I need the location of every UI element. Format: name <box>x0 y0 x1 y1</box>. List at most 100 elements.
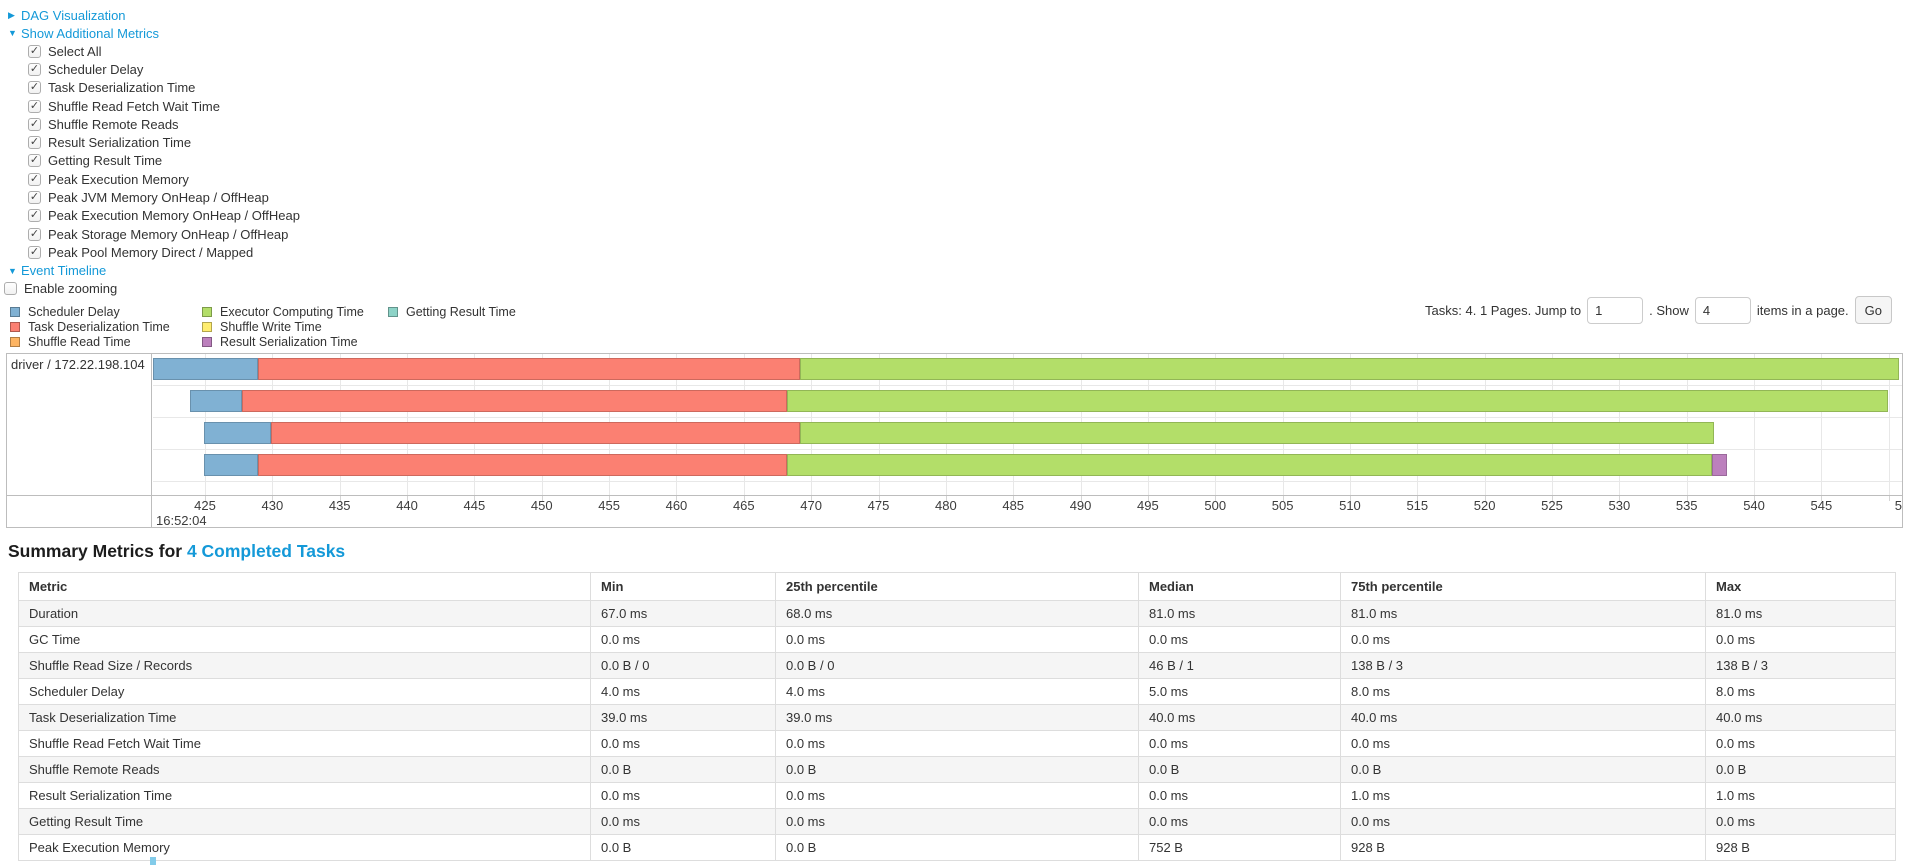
additional-metrics-checkbox-list: ✓ Select All ✓ Scheduler Delay ✓ Task Deseria… <box>4 42 300 262</box>
timeline-bar-segment-executor_computing[interactable] <box>800 358 1899 380</box>
checkbox-label: Peak Execution Memory <box>48 171 189 187</box>
items-per-page-text: items in a page. <box>1756 302 1849 318</box>
axis-tick-label: 505 <box>1271 498 1294 513</box>
metric-value-cell: 4.0 ms <box>590 678 776 705</box>
checkbox-icon[interactable]: ✓ <box>28 136 41 150</box>
metric-checkbox-row: ✓ Shuffle Read Fetch Wait Time <box>28 97 300 115</box>
metric-value-cell: 0.0 ms <box>1138 626 1341 653</box>
metric-value-cell: 40.0 ms <box>1340 704 1706 731</box>
tick-mark <box>1147 496 1149 501</box>
column-header: Metric <box>18 572 591 601</box>
metric-value-cell: 0.0 B <box>775 834 1139 861</box>
metric-value-cell: 81.0 ms <box>1705 600 1896 627</box>
completed-tasks-link[interactable]: 4 Completed Tasks <box>186 541 346 561</box>
gridline <box>1821 354 1823 495</box>
checkbox-icon[interactable]: ✓ <box>28 154 41 168</box>
metric-value-cell: 8.0 ms <box>1340 678 1706 705</box>
column-header: 75th percentile <box>1340 572 1706 601</box>
timeline-bar-segment-result_serialization[interactable] <box>1712 454 1727 476</box>
enable-zooming-checkbox[interactable] <box>4 282 17 296</box>
row-separator <box>153 449 1902 450</box>
event-timeline-link[interactable]: Event Timeline <box>21 263 107 279</box>
timeline-bar-segment-scheduler_delay[interactable] <box>204 454 258 476</box>
axis-tick-label: 480 <box>934 498 957 513</box>
timeline-bar-segment-task_deserialization[interactable] <box>242 390 787 412</box>
metric-value-cell: 0.0 ms <box>1340 730 1706 757</box>
tick-mark <box>1484 496 1486 501</box>
axis-tick-label: 460 <box>665 498 688 513</box>
timeline-bar-segment-executor_computing[interactable] <box>787 390 1888 412</box>
metric-checkbox-row: ✓ Select All <box>28 42 300 60</box>
axis-tick-label: 485 <box>1002 498 1025 513</box>
event-timeline-toggle[interactable]: ▼ Event Timeline <box>8 262 300 280</box>
metric-value-cell: 8.0 ms <box>1705 678 1896 705</box>
metric-value-cell: 0.0 B <box>1138 756 1341 783</box>
metric-value-cell: 0.0 ms <box>775 808 1139 835</box>
timeline-bar-segment-task_deserialization[interactable] <box>258 358 800 380</box>
metric-value-cell: 0.0 ms <box>1340 808 1706 835</box>
checkbox-label: Scheduler Delay <box>48 61 144 77</box>
column-header: 25th percentile <box>775 572 1139 601</box>
checkbox-icon[interactable]: ✓ <box>28 172 41 186</box>
axis-tick-label: 520 <box>1473 498 1496 513</box>
jump-to-page-input[interactable] <box>1587 296 1644 324</box>
checkbox-label: Shuffle Read Fetch Wait Time <box>48 98 220 114</box>
show-text: . Show <box>1649 302 1689 318</box>
row-separator <box>153 481 1902 482</box>
timeline-bar-segment-task_deserialization[interactable] <box>258 454 787 476</box>
legend-label: Shuffle Read Time <box>28 334 131 349</box>
tick-mark <box>205 496 206 501</box>
timeline-bar-segment-scheduler_delay[interactable] <box>204 422 271 444</box>
legend-label: Task Deserialization Time <box>28 319 170 334</box>
tick-mark <box>1417 496 1419 501</box>
checkbox-icon[interactable]: ✓ <box>28 99 41 113</box>
axis-tick-label: 490 <box>1069 498 1092 513</box>
timeline-bar-segment-scheduler_delay[interactable] <box>190 390 242 412</box>
event-timeline-chart: driver / 172.22.198.104 16:52:04 425 430 4… <box>6 353 1903 528</box>
metric-value-cell: 4.0 ms <box>775 678 1139 705</box>
checkbox-icon[interactable]: ✓ <box>28 62 41 76</box>
metric-value-cell: 138 B / 3 <box>1340 652 1706 679</box>
legend-column: Executor Computing Time Shuffle Write Tim… <box>202 304 364 350</box>
checkbox-icon[interactable]: ✓ <box>28 227 41 241</box>
metric-value-cell: 40.0 ms <box>1705 704 1896 731</box>
timeline-bar-segment-scheduler_delay[interactable] <box>153 358 258 380</box>
timeline-bar-segment-executor_computing[interactable] <box>800 422 1714 444</box>
tick-mark <box>1686 496 1688 501</box>
legend-item: Getting Result Time <box>388 304 516 319</box>
checkbox-icon[interactable]: ✓ <box>28 191 41 205</box>
clipped-element-sliver <box>150 857 156 865</box>
dag-visualization-toggle[interactable]: ▶ DAG Visualization <box>8 6 300 24</box>
metric-value-cell: 138 B / 3 <box>1705 652 1896 679</box>
page-size-input[interactable] <box>1694 296 1751 324</box>
checkbox-label: Getting Result Time <box>48 153 163 169</box>
metric-value-cell: 0.0 ms <box>1138 808 1341 835</box>
timeline-bar-segment-task_deserialization[interactable] <box>271 422 800 444</box>
metric-checkbox-row: ✓ Getting Result Time <box>28 152 300 170</box>
go-button[interactable]: Go <box>1854 296 1892 324</box>
stage-options-panel: ▶ DAG Visualization ▼ Show Additional Me… <box>4 6 300 298</box>
checkbox-icon[interactable]: ✓ <box>28 81 41 95</box>
summary-title-text: Summary Metrics for <box>8 541 187 561</box>
checkbox-icon[interactable]: ✓ <box>28 209 41 223</box>
summary-metrics-table: Metric Min 25th percentile Median 75th perce… <box>18 572 1896 861</box>
tick-mark <box>1013 496 1015 501</box>
axis-tick-label: 530 <box>1608 498 1631 513</box>
show-additional-metrics-toggle[interactable]: ▼ Show Additional Metrics <box>8 24 300 42</box>
show-additional-metrics-link[interactable]: Show Additional Metrics <box>21 25 160 41</box>
legend-item: Result Serialization Time <box>202 334 364 349</box>
dag-visualization-link[interactable]: DAG Visualization <box>21 7 126 23</box>
axis-tick-label: 525 <box>1541 498 1563 513</box>
timeline-bar-segment-executor_computing[interactable] <box>787 454 1712 476</box>
metric-value-cell: 67.0 ms <box>590 600 776 627</box>
legend-item: Task Deserialization Time <box>10 319 170 334</box>
checkbox-icon[interactable]: ✓ <box>28 44 41 58</box>
gridline <box>1754 354 1756 495</box>
metric-value-cell: 0.0 B / 0 <box>775 652 1139 679</box>
checkbox-icon[interactable]: ✓ <box>28 117 41 131</box>
legend-item: Shuffle Read Time <box>10 334 170 349</box>
checkbox-icon[interactable]: ✓ <box>28 245 41 259</box>
tick-mark <box>1080 496 1082 501</box>
axis-tick-label: 465 <box>732 498 755 513</box>
legend-swatch-icon <box>202 336 212 347</box>
